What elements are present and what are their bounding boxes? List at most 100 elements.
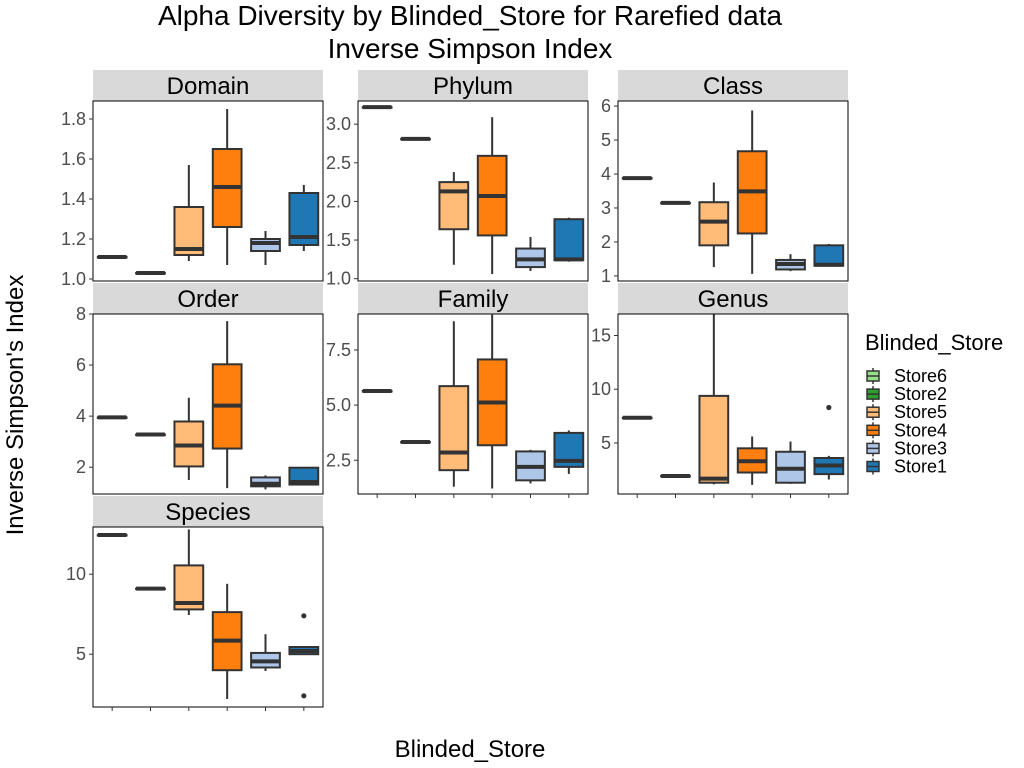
legend-label-store6: Store6 [894, 366, 947, 386]
plot-area-domain [92, 100, 324, 282]
legend: Blinded_Store Store6Store2Store5Store4St… [865, 330, 1003, 477]
panel-phylum: Phylum 1.0 1.5 2.0 2.5 3.0 [326, 70, 589, 289]
box-phylum-store3 [515, 236, 546, 271]
box-body [438, 385, 470, 472]
box-family-store5 [438, 321, 470, 487]
box-species-store4 [211, 583, 243, 699]
y-tick-label-phylum: 2.5 [326, 153, 351, 173]
plot-area-class [617, 100, 849, 282]
box-genus-store2 [660, 473, 691, 478]
box-body [813, 244, 845, 267]
box-domain-store1 [288, 185, 320, 251]
strip-species [93, 496, 323, 527]
y-tick-label-domain: 1.6 [61, 149, 86, 169]
box-order-store1 [288, 466, 320, 486]
plot-area-species [92, 526, 324, 708]
legend-item-store5: Store5 [866, 402, 947, 422]
box-class-store3 [775, 254, 806, 272]
box-genus-store6 [621, 415, 653, 420]
box-phylum-store2 [400, 136, 431, 141]
box-class-store6 [621, 176, 653, 181]
box-class-store2 [660, 200, 691, 205]
strip-order [93, 283, 323, 314]
box-species-store6 [96, 533, 128, 537]
strip-label-species: Species [165, 499, 250, 526]
y-tick-label-phylum: 3.0 [326, 114, 351, 134]
box-phylum-store6 [361, 105, 393, 110]
box-phylum-store4 [476, 117, 508, 275]
legend-label-store2: Store2 [894, 384, 947, 404]
legend-title: Blinded_Store [865, 330, 1003, 355]
x-axis-label: Blinded_Store [395, 736, 546, 763]
box-family-store4 [476, 314, 508, 489]
y-tick-label-order: 4 [76, 406, 86, 426]
box-order-store6 [96, 415, 128, 420]
strip-domain [93, 70, 323, 101]
strip-label-order: Order [177, 286, 238, 313]
y-tick-label-class: 6 [601, 96, 611, 116]
box-domain-store4 [211, 109, 243, 265]
box-genus-store1 [813, 404, 845, 480]
y-tick-label-class: 5 [601, 130, 611, 150]
y-tick-label-domain: 1.4 [61, 189, 86, 209]
y-tick-label-phylum: 2.0 [326, 191, 351, 211]
facet-panels: Domain 1.0 1.2 1.4 1.6 1.8 Phylum 1.0 1.5 2.0 2.5 3… [61, 70, 849, 711]
box-class-store4 [736, 110, 768, 274]
box-order-store3 [250, 475, 281, 490]
legend-item-store3: Store3 [866, 438, 947, 458]
legend-item-store2: Store2 [866, 384, 947, 404]
box-species-store3 [250, 634, 281, 671]
box-body [553, 218, 585, 262]
panel-order: Order 2 4 6 8 [76, 283, 324, 495]
y-tick-label-family: 7.5 [326, 340, 351, 360]
box-body [698, 394, 730, 484]
panel-species: Species 5 10 [66, 496, 324, 711]
y-tick-label-species: 10 [66, 564, 86, 584]
box-domain-store2 [135, 271, 166, 275]
y-tick-label-genus: 5 [601, 433, 611, 453]
box-domain-store3 [250, 231, 281, 265]
box-domain-store6 [96, 255, 128, 259]
y-tick-label-phylum: 1.0 [326, 269, 351, 289]
box-genus-store4 [736, 436, 768, 485]
plot-area-order [92, 313, 324, 495]
strip-phylum [358, 70, 588, 101]
legend-item-store1: Store1 [866, 457, 947, 477]
y-tick-label-order: 2 [76, 457, 86, 477]
y-tick-label-order: 8 [76, 304, 86, 324]
box-genus-store3 [775, 441, 806, 484]
chart-title: Alpha Diversity by Blinded_Store for Rar… [158, 0, 783, 31]
outlier-point [301, 693, 307, 699]
y-axis-label: Inverse Simpson's Index [2, 275, 29, 536]
legend-item-store6: Store6 [866, 366, 947, 386]
strip-label-genus: Genus [698, 286, 769, 313]
y-tick-label-domain: 1.2 [61, 229, 86, 249]
y-tick-label-family: 2.5 [326, 450, 351, 470]
box-class-store5 [698, 182, 730, 268]
strip-label-class: Class [703, 73, 763, 100]
strip-class [618, 70, 848, 101]
box-order-store4 [211, 321, 243, 489]
legend-label-store3: Store3 [894, 438, 947, 458]
chart-subtitle: Inverse Simpson Index [328, 33, 613, 64]
y-tick-label-species: 5 [76, 644, 86, 664]
y-tick-label-class: 3 [601, 198, 611, 218]
plot-area-phylum [357, 100, 589, 282]
y-tick-label-domain: 1.0 [61, 269, 86, 289]
outlier-point [301, 613, 307, 619]
y-tick-label-genus: 10 [591, 379, 611, 399]
box-order-store2 [135, 432, 166, 437]
panel-class: Class 1 2 3 4 5 6 [601, 70, 849, 286]
box-family-store3 [515, 449, 546, 484]
box-phylum-store5 [438, 172, 470, 265]
plot-area-genus [617, 313, 849, 495]
box-domain-store5 [173, 165, 205, 261]
box-body [438, 181, 470, 231]
box-species-store5 [173, 529, 205, 615]
y-tick-label-order: 6 [76, 355, 86, 375]
box-class-store1 [813, 243, 845, 267]
y-tick-label-genus: 15 [591, 325, 611, 345]
box-phylum-store1 [553, 217, 585, 262]
